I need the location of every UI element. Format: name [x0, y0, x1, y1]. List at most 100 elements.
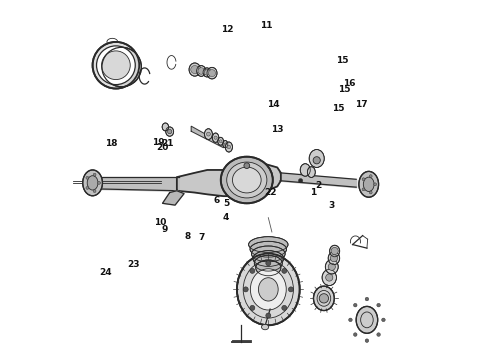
Circle shape [244, 163, 250, 168]
Ellipse shape [309, 149, 324, 167]
Ellipse shape [101, 51, 130, 80]
Circle shape [214, 136, 217, 139]
Text: 22: 22 [264, 188, 276, 197]
Circle shape [349, 318, 352, 321]
Ellipse shape [218, 137, 223, 145]
Circle shape [326, 274, 333, 281]
Text: 23: 23 [127, 260, 139, 269]
Ellipse shape [307, 167, 315, 177]
Circle shape [369, 191, 372, 194]
Text: 5: 5 [223, 199, 229, 208]
Ellipse shape [97, 46, 135, 85]
Ellipse shape [250, 269, 286, 310]
Ellipse shape [237, 253, 300, 325]
Polygon shape [177, 163, 281, 196]
Circle shape [365, 297, 368, 301]
Text: 14: 14 [268, 100, 280, 109]
Circle shape [266, 313, 271, 318]
Circle shape [353, 303, 357, 307]
Polygon shape [163, 191, 184, 205]
Ellipse shape [212, 133, 219, 142]
Ellipse shape [250, 241, 287, 257]
Text: 15: 15 [332, 104, 344, 113]
Circle shape [206, 132, 210, 136]
Ellipse shape [330, 245, 340, 257]
Text: 21: 21 [161, 139, 173, 148]
Ellipse shape [258, 278, 278, 301]
Ellipse shape [232, 167, 261, 193]
Circle shape [289, 287, 294, 292]
Circle shape [266, 261, 271, 266]
Circle shape [198, 68, 204, 74]
Circle shape [227, 145, 231, 149]
Circle shape [224, 143, 226, 145]
Circle shape [93, 190, 96, 193]
Ellipse shape [204, 129, 212, 139]
Text: 1: 1 [310, 188, 316, 197]
Circle shape [362, 188, 365, 191]
Circle shape [219, 140, 222, 143]
Text: 20: 20 [156, 143, 169, 152]
Ellipse shape [223, 140, 228, 148]
Circle shape [377, 333, 380, 336]
Text: 11: 11 [260, 21, 273, 30]
Circle shape [208, 69, 216, 77]
Ellipse shape [325, 260, 338, 274]
Ellipse shape [166, 127, 173, 136]
Ellipse shape [227, 162, 267, 198]
Circle shape [328, 263, 335, 270]
Ellipse shape [189, 63, 200, 76]
Ellipse shape [225, 142, 232, 152]
Circle shape [382, 318, 385, 321]
Text: 13: 13 [271, 125, 284, 134]
Ellipse shape [256, 260, 281, 276]
Ellipse shape [207, 67, 217, 79]
Circle shape [191, 66, 199, 73]
Circle shape [86, 186, 89, 189]
Ellipse shape [251, 246, 285, 262]
Text: 15: 15 [336, 57, 349, 66]
Ellipse shape [253, 251, 284, 266]
Ellipse shape [83, 170, 102, 196]
Circle shape [377, 303, 380, 307]
Ellipse shape [356, 306, 378, 333]
Ellipse shape [328, 252, 340, 265]
Text: 19: 19 [152, 138, 165, 147]
Circle shape [98, 181, 100, 184]
Circle shape [204, 69, 210, 75]
Ellipse shape [102, 47, 141, 87]
Circle shape [353, 333, 357, 336]
Text: 3: 3 [328, 201, 334, 210]
Ellipse shape [254, 255, 282, 271]
Circle shape [313, 157, 320, 164]
Circle shape [330, 255, 338, 262]
Circle shape [298, 179, 303, 183]
Circle shape [86, 176, 89, 179]
Text: 16: 16 [343, 79, 355, 88]
Text: 8: 8 [185, 232, 191, 241]
Circle shape [365, 339, 368, 342]
Text: 17: 17 [355, 100, 368, 109]
Circle shape [250, 305, 255, 310]
Ellipse shape [300, 164, 310, 176]
Polygon shape [191, 126, 223, 148]
Text: 24: 24 [99, 268, 112, 277]
Ellipse shape [87, 176, 98, 190]
Circle shape [374, 183, 377, 186]
Ellipse shape [196, 66, 206, 76]
Circle shape [282, 305, 287, 310]
Circle shape [282, 268, 287, 273]
Text: 6: 6 [213, 196, 220, 205]
Ellipse shape [322, 270, 337, 285]
Circle shape [93, 173, 96, 176]
Ellipse shape [162, 123, 169, 131]
Ellipse shape [248, 237, 288, 252]
Ellipse shape [364, 177, 374, 192]
Ellipse shape [314, 286, 334, 311]
Ellipse shape [221, 157, 273, 203]
Ellipse shape [93, 42, 139, 89]
Circle shape [362, 178, 365, 181]
Text: 15: 15 [338, 85, 350, 94]
Text: 10: 10 [154, 218, 166, 227]
Text: 7: 7 [199, 233, 205, 242]
